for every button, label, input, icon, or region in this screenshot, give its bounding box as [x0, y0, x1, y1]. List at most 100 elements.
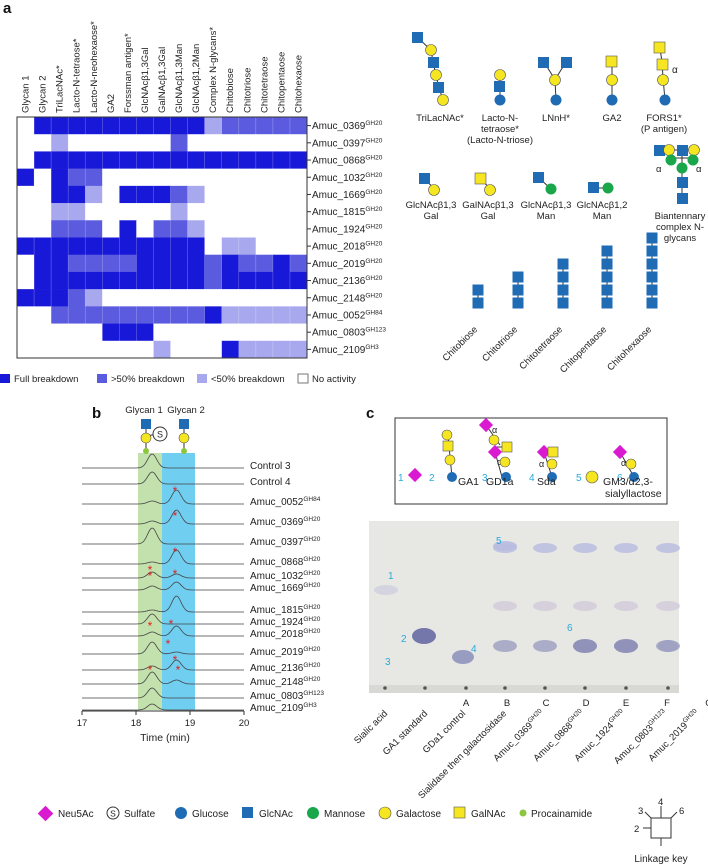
heatmap-cell — [51, 323, 69, 342]
heatmap-cell — [85, 168, 103, 187]
heatmap-cell — [238, 203, 257, 221]
heatmap-cell — [68, 134, 86, 152]
heatmap-cell — [17, 134, 35, 152]
heatmap-cell — [221, 203, 240, 221]
heatmap-cell — [119, 168, 137, 187]
tlc-band — [573, 601, 597, 611]
activity-star: * — [148, 569, 153, 583]
glcnac-gal-label-2: Gal — [424, 211, 439, 222]
tlc-band-number: 4 — [471, 644, 477, 655]
heatmap-cell — [136, 306, 154, 324]
heatmap-cell — [68, 306, 86, 324]
heatmap-cell — [17, 254, 35, 273]
heatmap-cell — [187, 340, 205, 359]
chito-glcnac — [646, 271, 658, 283]
heatmap-cell — [68, 168, 86, 187]
heatmap-cell — [102, 134, 120, 152]
heatmap-cell — [204, 340, 223, 359]
tlc-lane-letter: C — [543, 698, 550, 709]
heatmap-cell — [85, 203, 103, 221]
trace-label: Amuc_2018GH20 — [250, 628, 321, 640]
lnt-label: Lacto-N- — [482, 113, 518, 124]
heatmap-cell — [221, 117, 240, 135]
sulfate-letter: S — [157, 430, 163, 440]
chromatogram-trace — [82, 489, 244, 505]
heatmap-row-label: Amuc_1032GH20 — [312, 172, 383, 184]
heatmap-row-label: Amuc_0803GH123 — [312, 327, 386, 339]
heatmap-cell — [170, 237, 188, 256]
heatmap-cell — [17, 168, 35, 187]
heatmap-cell — [153, 168, 171, 187]
glycan1-galactose — [140, 432, 152, 444]
heatmap-cell — [187, 203, 205, 221]
heatmap-cell — [204, 168, 223, 187]
heatmap-cell — [255, 289, 274, 307]
heatmap-cell — [119, 151, 137, 169]
tlc-lane-letters: A B C D E F G — [463, 698, 708, 709]
heatmap-row-labels: Amuc_0369GH20 Amuc_0397GH20 Amuc_0868GH20 A… — [307, 120, 386, 356]
heatmap-cell — [136, 323, 154, 342]
heatmap-cell — [272, 289, 291, 307]
tick-19: 19 — [185, 718, 196, 729]
trace-label: Amuc_0868GH20 — [250, 556, 321, 568]
heatmap-cell — [51, 134, 69, 152]
lnt-label-3: (Lacto-N-triose) — [467, 135, 533, 146]
tlc-band — [533, 601, 557, 611]
heatmap-cell — [289, 134, 308, 152]
heatmap-cell — [221, 220, 240, 238]
heatmap-row-label: Amuc_2148GH20 — [312, 292, 383, 304]
heatmap-cell — [170, 220, 188, 238]
trace-label: Amuc_2148GH20 — [250, 676, 321, 688]
chito-glcnac — [512, 271, 524, 283]
heatmap-cell — [204, 203, 223, 221]
heatmap-cell — [17, 117, 35, 135]
heatmap-cell — [272, 134, 291, 152]
heatmap-column-label: Glycan 1 — [21, 76, 32, 114]
heatmap-cell — [102, 254, 120, 273]
heatmap-cell — [255, 168, 274, 187]
heatmap-cell — [204, 117, 223, 135]
chito-label-2: Chitotriose — [480, 324, 520, 364]
heatmap-cell — [153, 254, 171, 273]
heatmap-cell — [51, 151, 69, 169]
heatmap-column-labels: Glycan 1 Glycan 2 TriLacNAc* Lacto-N-tetrao… — [21, 21, 305, 113]
key-num-6: 6 — [617, 473, 623, 484]
heatmap-cell — [17, 220, 35, 238]
linkage-square — [650, 817, 672, 839]
heatmap-cell — [221, 271, 240, 290]
heatmap-cell — [255, 134, 274, 152]
heatmap-cell — [170, 271, 188, 290]
procainamide-icon — [519, 809, 527, 817]
tlc-band — [614, 601, 638, 611]
heatmap-cell — [102, 323, 120, 342]
chromatogram-trace — [82, 471, 244, 485]
heatmap-row-label: Amuc_2109GH3 — [312, 344, 379, 356]
trace-label: Amuc_1669GH20 — [250, 582, 321, 594]
heatmap-cell — [272, 151, 291, 169]
chromatogram-trace — [82, 687, 244, 699]
heatmap-cell — [170, 185, 188, 204]
tlc-lane-letter: G — [705, 698, 708, 709]
heatmap-cell — [272, 340, 291, 359]
chromatogram-trace — [82, 659, 244, 671]
heatmap-cell — [51, 203, 69, 221]
heatmap-cell — [85, 151, 103, 169]
key-gd1a-label: GD1a — [486, 476, 514, 488]
heatmap-cell — [102, 220, 120, 238]
nglycan-label-2: complex N- — [656, 222, 704, 233]
heatmap-cell — [153, 220, 171, 238]
heatmap-cell — [17, 306, 35, 324]
heatmap-cell — [34, 203, 52, 221]
heatmap-cell — [51, 168, 69, 187]
heatmap-cell — [85, 185, 103, 204]
heatmap-cell — [272, 168, 291, 187]
heatmap-column-label: Forssman antigen* — [123, 33, 134, 113]
chromatogram-trace — [82, 703, 244, 711]
heatmap-cell — [187, 289, 205, 307]
heatmap-cell — [34, 289, 52, 307]
heatmap-cell — [255, 220, 274, 238]
heatmap-cell — [238, 323, 257, 342]
legend-galactose: Galactose — [396, 809, 441, 820]
heatmap-cell — [51, 237, 69, 256]
chito-glcnac — [646, 245, 658, 257]
